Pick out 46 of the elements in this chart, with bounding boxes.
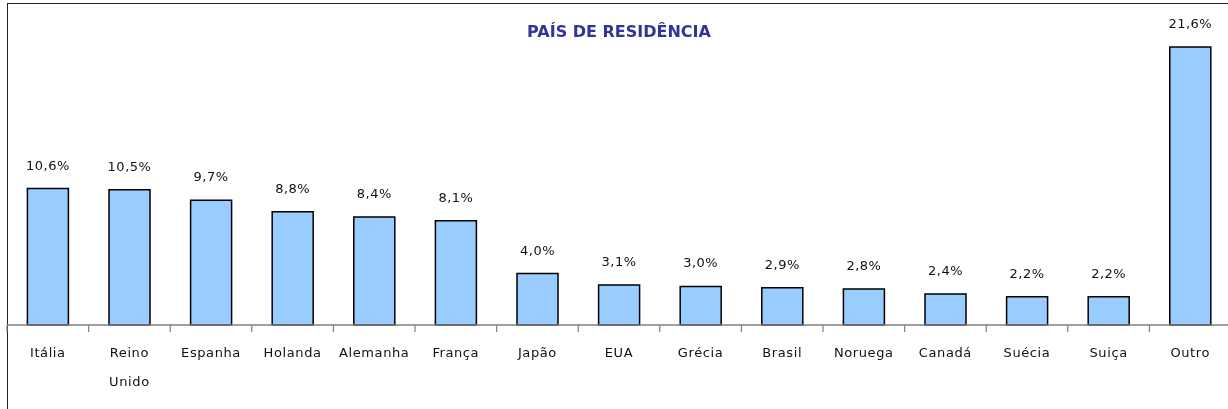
x-tick-label: EUA — [604, 345, 634, 361]
bar — [434, 220, 478, 326]
data-label: 10,5% — [107, 158, 152, 174]
bar — [679, 285, 722, 326]
x-tick-label: Itália — [29, 345, 66, 361]
data-label: 10,6% — [25, 157, 70, 173]
data-label: 2,4% — [927, 263, 964, 279]
data-label: 9,7% — [193, 169, 229, 185]
bar — [1087, 295, 1130, 326]
bar — [353, 216, 396, 326]
data-label: 2,2% — [1009, 265, 1045, 281]
bar — [924, 293, 967, 326]
data-label: 8,1% — [438, 189, 474, 205]
x-tick-label: Grécia — [677, 345, 724, 361]
data-label: 2,8% — [846, 257, 882, 273]
bar — [597, 284, 641, 326]
data-label: 8,8% — [275, 180, 311, 196]
x-tick-label: Espanha — [181, 345, 241, 361]
data-label: 3,1% — [601, 254, 637, 270]
bar — [108, 189, 151, 326]
bar — [1005, 295, 1049, 326]
data-label: 2,2% — [1091, 265, 1127, 281]
bar — [761, 286, 804, 326]
data-label: 8,4% — [356, 185, 392, 201]
bar — [1169, 46, 1212, 326]
x-tick-label: Alemanha — [339, 345, 410, 361]
bar — [26, 187, 70, 326]
data-label: 3,0% — [683, 255, 719, 271]
x-tick-label: Brasil — [762, 345, 803, 361]
bar — [189, 199, 233, 326]
bar — [516, 272, 559, 326]
x-tick-label: Noruega — [833, 345, 894, 361]
x-tick-label: França — [432, 345, 480, 361]
data-label: 2,9% — [764, 256, 800, 272]
bar — [271, 210, 314, 326]
data-label: 21,6% — [1168, 16, 1213, 31]
x-tick-label: Canadá — [918, 345, 972, 361]
chart-title: PAÍS DE RESIDÊNCIA — [527, 22, 711, 41]
bar — [842, 288, 886, 326]
x-tick-label: Suiça — [1089, 345, 1128, 361]
x-tick-label: Holanda — [263, 345, 322, 361]
x-tick-label: Reino Unido — [109, 345, 150, 390]
x-tick-label: Japão — [516, 345, 557, 361]
x-tick-label: Outro — [1170, 345, 1210, 361]
data-label: 4,0% — [519, 242, 556, 258]
x-tick-label: Suécia — [1003, 345, 1051, 361]
